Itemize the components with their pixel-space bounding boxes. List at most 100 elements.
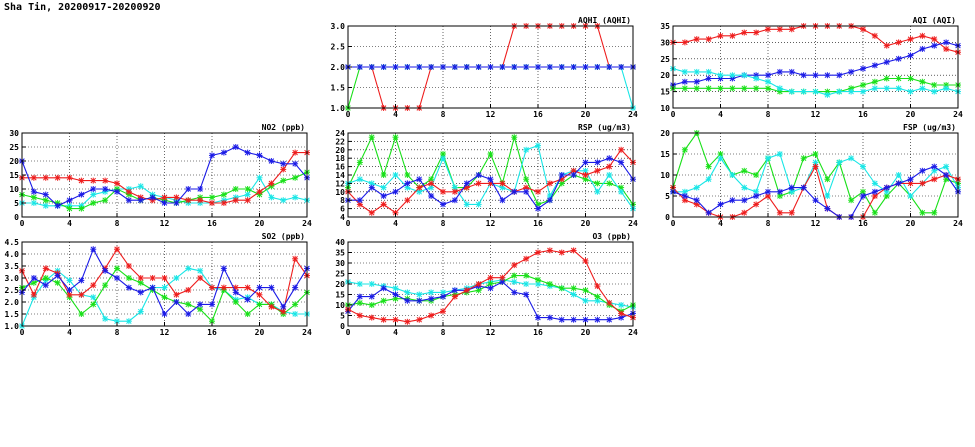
- data-point: [943, 163, 950, 170]
- data-point: [895, 55, 902, 62]
- data-point: [582, 172, 589, 178]
- data-point: [705, 209, 712, 216]
- data-point: [197, 267, 204, 274]
- x-tick-label: 12: [160, 219, 170, 228]
- chart-title: NO2 (ppb): [262, 123, 305, 132]
- data-point: [30, 279, 37, 286]
- data-point: [161, 194, 168, 201]
- data-point: [268, 158, 275, 164]
- data-point: [173, 299, 180, 305]
- data-point: [570, 285, 577, 292]
- data-point: [594, 180, 601, 187]
- x-tick-label: 8: [766, 219, 771, 228]
- data-point: [90, 191, 97, 198]
- data-point: [729, 72, 736, 79]
- data-point: [90, 177, 97, 184]
- data-point: [812, 88, 819, 95]
- data-point: [368, 209, 375, 216]
- data-point: [416, 64, 423, 70]
- data-point: [280, 303, 287, 310]
- data-point: [788, 188, 795, 195]
- data-point: [197, 197, 204, 204]
- data-point: [535, 188, 541, 195]
- data-point: [356, 293, 363, 300]
- data-point: [594, 159, 601, 166]
- chart-title: FSP (ug/m3): [903, 123, 956, 132]
- data-point: [209, 200, 215, 206]
- data-point: [824, 176, 831, 183]
- data-point: [220, 191, 227, 198]
- data-point: [42, 197, 49, 204]
- data-point: [753, 172, 760, 178]
- data-point: [161, 294, 168, 301]
- data-point: [558, 249, 565, 256]
- y-tick-label: 20: [335, 146, 345, 155]
- data-point: [66, 197, 73, 204]
- data-point: [42, 275, 49, 281]
- y-tick-label: 2.5: [331, 43, 346, 52]
- data-point: [895, 75, 902, 82]
- data-point: [499, 64, 506, 70]
- data-point: [871, 32, 878, 39]
- y-tick-label: 10: [9, 185, 19, 194]
- data-point: [943, 39, 950, 46]
- data-point: [54, 202, 61, 209]
- x-tick-label: 12: [486, 328, 496, 337]
- data-point: [440, 308, 446, 315]
- data-point: [380, 184, 387, 191]
- data-point: [511, 272, 518, 279]
- data-point: [451, 188, 458, 195]
- data-point: [729, 197, 736, 204]
- data-point: [499, 184, 506, 191]
- data-point: [570, 64, 577, 70]
- data-point: [705, 163, 712, 170]
- data-point: [824, 72, 831, 79]
- data-point: [535, 249, 541, 256]
- chart-title: RSP (ug/m3): [578, 123, 631, 132]
- data-point: [871, 209, 878, 216]
- data-point: [463, 64, 470, 70]
- x-tick-label: 0: [671, 219, 676, 228]
- data-point: [753, 193, 760, 199]
- data-point: [523, 281, 530, 287]
- y-tick-label: 35: [660, 22, 670, 31]
- data-point: [693, 197, 700, 204]
- x-tick-label: 24: [302, 328, 312, 337]
- data-point: [209, 194, 215, 201]
- y-tick-label: 3.0: [331, 22, 346, 31]
- data-point: [693, 184, 700, 191]
- data-point: [244, 186, 251, 192]
- y-tick-label: 14: [335, 171, 345, 180]
- data-point: [220, 284, 227, 291]
- data-point: [824, 205, 831, 212]
- data-point: [428, 193, 435, 199]
- data-point: [232, 299, 239, 305]
- data-point: [931, 209, 938, 216]
- data-point: [776, 26, 783, 33]
- data-point: [380, 285, 387, 292]
- data-point: [919, 78, 926, 85]
- x-tick-label: 24: [953, 219, 963, 228]
- data-point: [244, 311, 251, 317]
- data-point: [523, 64, 530, 70]
- data-point: [582, 316, 589, 323]
- data-point: [268, 284, 275, 291]
- y-tick-label: 10: [335, 301, 345, 310]
- x-tick-label: 4: [67, 219, 72, 228]
- x-tick-label: 8: [115, 219, 120, 228]
- data-point: [404, 197, 411, 204]
- data-point: [428, 176, 435, 183]
- data-point: [392, 291, 399, 298]
- data-point: [475, 201, 482, 208]
- data-point: [292, 174, 299, 181]
- y-tick-label: 2.0: [331, 63, 346, 72]
- data-point: [907, 176, 914, 183]
- data-point: [511, 262, 518, 269]
- y-tick-label: 1.5: [5, 310, 20, 319]
- data-point: [78, 277, 85, 284]
- data-point: [440, 64, 446, 70]
- data-point: [428, 64, 435, 70]
- data-point: [535, 64, 541, 70]
- data-point: [812, 197, 819, 204]
